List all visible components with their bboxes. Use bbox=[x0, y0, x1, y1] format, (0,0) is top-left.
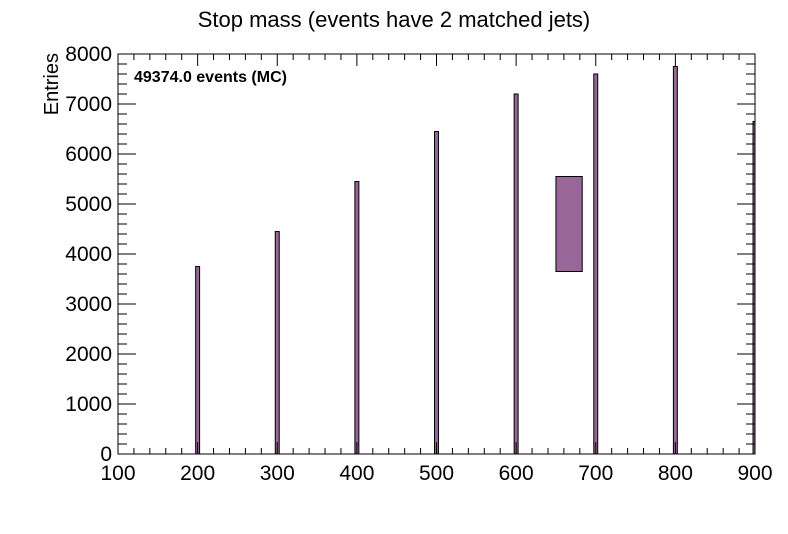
x-tick-label: 300 bbox=[260, 462, 295, 485]
histogram-bar-600 bbox=[513, 93, 519, 455]
events-annotation: 49374.0 events (MC) bbox=[134, 69, 287, 86]
x-tick-labels: 100 200 300 400 500 600 700 800 900 bbox=[100, 462, 772, 485]
histogram-bar-300 bbox=[274, 231, 280, 455]
y-tick-label: 5000 bbox=[65, 193, 112, 216]
y-tick-label: 0 bbox=[100, 443, 112, 466]
x-tick-label: 800 bbox=[658, 462, 693, 485]
x-tick-label: 600 bbox=[499, 462, 534, 485]
y-tick-label: 6000 bbox=[65, 143, 112, 166]
histogram-bars bbox=[195, 66, 756, 455]
histogram-bar-200 bbox=[195, 266, 201, 455]
x-tick-label: 700 bbox=[578, 462, 613, 485]
y-tick-label: 7000 bbox=[65, 93, 112, 116]
y-axis-label: Entries bbox=[41, 53, 63, 115]
x-tick-label: 900 bbox=[737, 462, 772, 485]
y-tick-label: 8000 bbox=[65, 43, 112, 66]
histogram-bar-500 bbox=[434, 131, 439, 455]
x-tick-label: 100 bbox=[100, 462, 135, 485]
chart-title: Stop mass (events have 2 matched jets) bbox=[198, 7, 591, 32]
y-tick-labels: 0 1000 2000 3000 4000 5000 6000 7000 8000 bbox=[65, 43, 112, 466]
legend-fill-swatch bbox=[555, 176, 583, 272]
axis-ticks bbox=[117, 53, 756, 455]
x-tick-label: 500 bbox=[419, 462, 454, 485]
histogram-bar-800 bbox=[672, 66, 678, 455]
x-tick-label: 200 bbox=[180, 462, 215, 485]
histogram-bar-400 bbox=[354, 181, 360, 455]
y-tick-label: 2000 bbox=[65, 343, 112, 366]
histogram-bar-700 bbox=[593, 73, 599, 455]
y-tick-label: 1000 bbox=[65, 393, 112, 416]
y-tick-label: 3000 bbox=[65, 293, 112, 316]
y-tick-label: 4000 bbox=[65, 243, 112, 266]
x-tick-label: 400 bbox=[339, 462, 374, 485]
